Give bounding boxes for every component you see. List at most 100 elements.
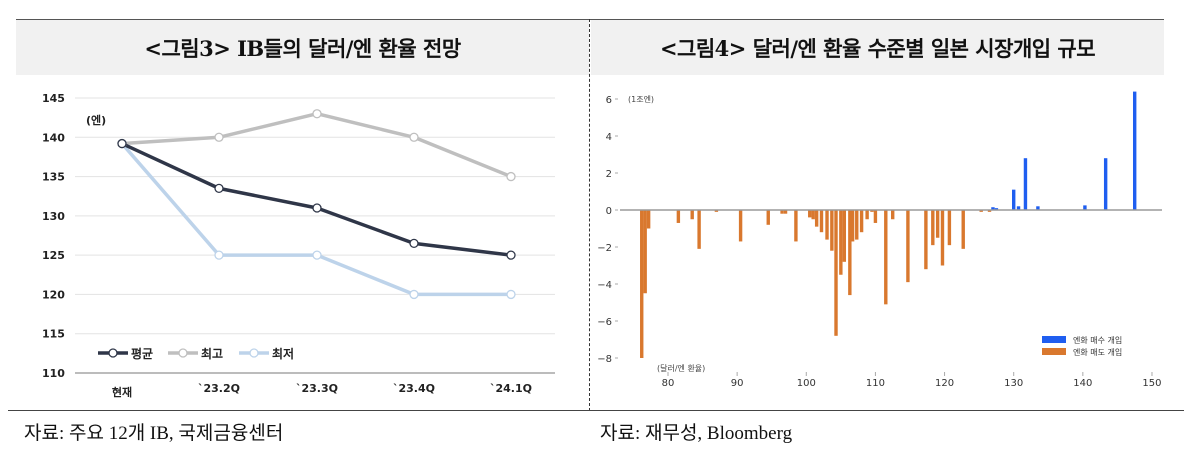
y-tick-label: 120: [42, 288, 65, 301]
data-point-marker: [312, 109, 322, 119]
y-axis-unit: (엔): [86, 113, 106, 127]
y-tick-label: 0: [606, 206, 612, 217]
x-tick-label: 110: [866, 378, 885, 389]
x-axis-label: (달러/엔 환율): [657, 363, 705, 373]
bar: [859, 210, 864, 233]
y-axis-unit: (1조엔): [628, 94, 654, 104]
bar: [825, 210, 829, 240]
y-tick-label: 4: [606, 132, 612, 143]
data-point-marker: [312, 250, 322, 260]
x-tick-label: 80: [662, 378, 675, 389]
y-tick-label: 115: [42, 328, 65, 341]
data-point-marker: [506, 289, 516, 300]
legend-marker-icon: [178, 348, 188, 358]
x-tick-label: 120: [935, 378, 954, 389]
data-point-marker: [506, 171, 516, 182]
x-tick-label: 140: [1073, 378, 1092, 389]
bar: [646, 210, 651, 229]
bar: [994, 208, 999, 210]
y-tick-label: −8: [597, 354, 612, 365]
bar: [811, 210, 815, 220]
y-tick-label: −2: [597, 243, 612, 254]
legend-label: 최저: [272, 346, 294, 361]
bar: [819, 210, 824, 233]
bar: [714, 210, 719, 212]
y-tick-label: −4: [597, 280, 612, 291]
bar: [690, 210, 694, 220]
data-point-marker: [409, 289, 419, 300]
bar: [1132, 91, 1137, 210]
bar: [931, 210, 935, 246]
legend-label: 엔화 매수 개입: [1073, 335, 1122, 345]
bar: [643, 210, 647, 294]
bar: [794, 210, 798, 242]
x-tick-label: `24.1Q: [490, 382, 532, 395]
legend-label: 최고: [201, 346, 223, 361]
bar: [947, 210, 952, 246]
legend-item-최고: 최고: [168, 346, 223, 361]
x-tick-label: `23.2Q: [198, 382, 240, 395]
figure3-line-chart: 110 115 120 125 130 135 140 145 (엔) 현재 `23.2Q `23.3…: [42, 92, 555, 399]
bar: [808, 210, 812, 218]
bar: [870, 210, 874, 212]
y-tick-label: −6: [597, 317, 612, 328]
legend-swatch-icon: [1042, 348, 1066, 355]
bar: [834, 210, 838, 336]
y-tick-label: 2: [606, 169, 612, 180]
top-border: [16, 19, 1164, 20]
x-tick-label: 90: [731, 378, 744, 389]
bar: [924, 210, 928, 270]
bar: [676, 210, 681, 223]
data-point-marker: [214, 250, 224, 260]
x-tick-label: 100: [797, 378, 816, 389]
y-tick-label: 6: [606, 95, 612, 106]
bar: [1083, 205, 1087, 210]
data-point-marker: [506, 250, 516, 260]
bar: [780, 210, 784, 214]
bar: [935, 210, 940, 238]
figure4-source: 자료: 재무성, Bloomberg: [600, 423, 793, 444]
y-tick-label: 125: [42, 249, 65, 262]
bar: [865, 210, 869, 220]
figure3-title-bar: <그림3> IB들의 달러/엔 환율 전망: [16, 20, 589, 75]
bar: [991, 207, 995, 210]
y-tick-label: 135: [42, 171, 65, 184]
bar: [1036, 206, 1040, 210]
legend-label: 평균: [131, 347, 153, 361]
bar: [873, 210, 878, 223]
bar: [891, 210, 895, 220]
legend-marker-icon: [249, 348, 259, 358]
bar: [783, 210, 788, 214]
bar: [850, 210, 855, 242]
bar: [1103, 158, 1108, 210]
bar: [848, 210, 852, 296]
bar: [839, 210, 843, 275]
y-tick-label: 110: [42, 367, 65, 380]
bar: [830, 210, 834, 251]
data-point-marker: [409, 238, 419, 249]
data-point-marker: [117, 138, 127, 149]
bar: [842, 210, 847, 262]
bar: [738, 210, 743, 242]
bar: [766, 210, 770, 225]
bar: [940, 210, 945, 266]
bar: [884, 210, 888, 305]
bar: [906, 210, 910, 283]
bar: [979, 210, 983, 212]
bar: [697, 210, 701, 249]
data-point-marker: [409, 132, 419, 142]
figure4-title-bar: <그림4> 달러/엔 환율 수준별 일본 시장개입 규모: [591, 20, 1164, 75]
bar: [640, 210, 644, 358]
data-point-marker: [214, 132, 224, 142]
legend-item-최저: 최저: [239, 346, 294, 361]
x-tick-label: 현재: [112, 385, 132, 399]
bar: [1023, 158, 1028, 210]
bottom-border: [8, 410, 1184, 411]
x-tick-label: `23.3Q: [296, 382, 338, 395]
y-tick-label: 140: [42, 131, 65, 144]
legend-swatch-icon: [1042, 336, 1066, 343]
legend-item-1: 엔화 매도 개입: [1042, 347, 1122, 357]
x-tick-label: `23.4Q: [393, 382, 435, 395]
figure4-bar-chart: −8 −6 −4 −2 0 2 4 6 (1조엔) 80 90 100 110 120 130 140 150 (…: [597, 91, 1162, 389]
bar: [1016, 206, 1021, 210]
